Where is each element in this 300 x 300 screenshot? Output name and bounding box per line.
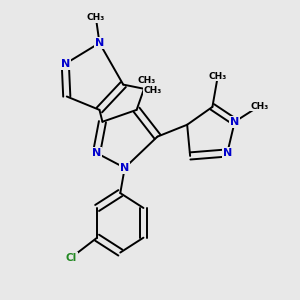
Text: N: N [92,148,101,158]
Text: CH₃: CH₃ [144,86,162,95]
Text: CH₃: CH₃ [208,72,227,81]
Text: N: N [61,59,70,69]
Text: N: N [120,163,129,173]
Text: CH₃: CH₃ [87,13,105,22]
Text: N: N [230,117,239,127]
Text: N: N [223,148,232,158]
Text: CH₃: CH₃ [138,76,156,85]
Text: CH₃: CH₃ [250,101,268,110]
Text: Cl: Cl [66,253,77,262]
Text: N: N [95,38,104,48]
